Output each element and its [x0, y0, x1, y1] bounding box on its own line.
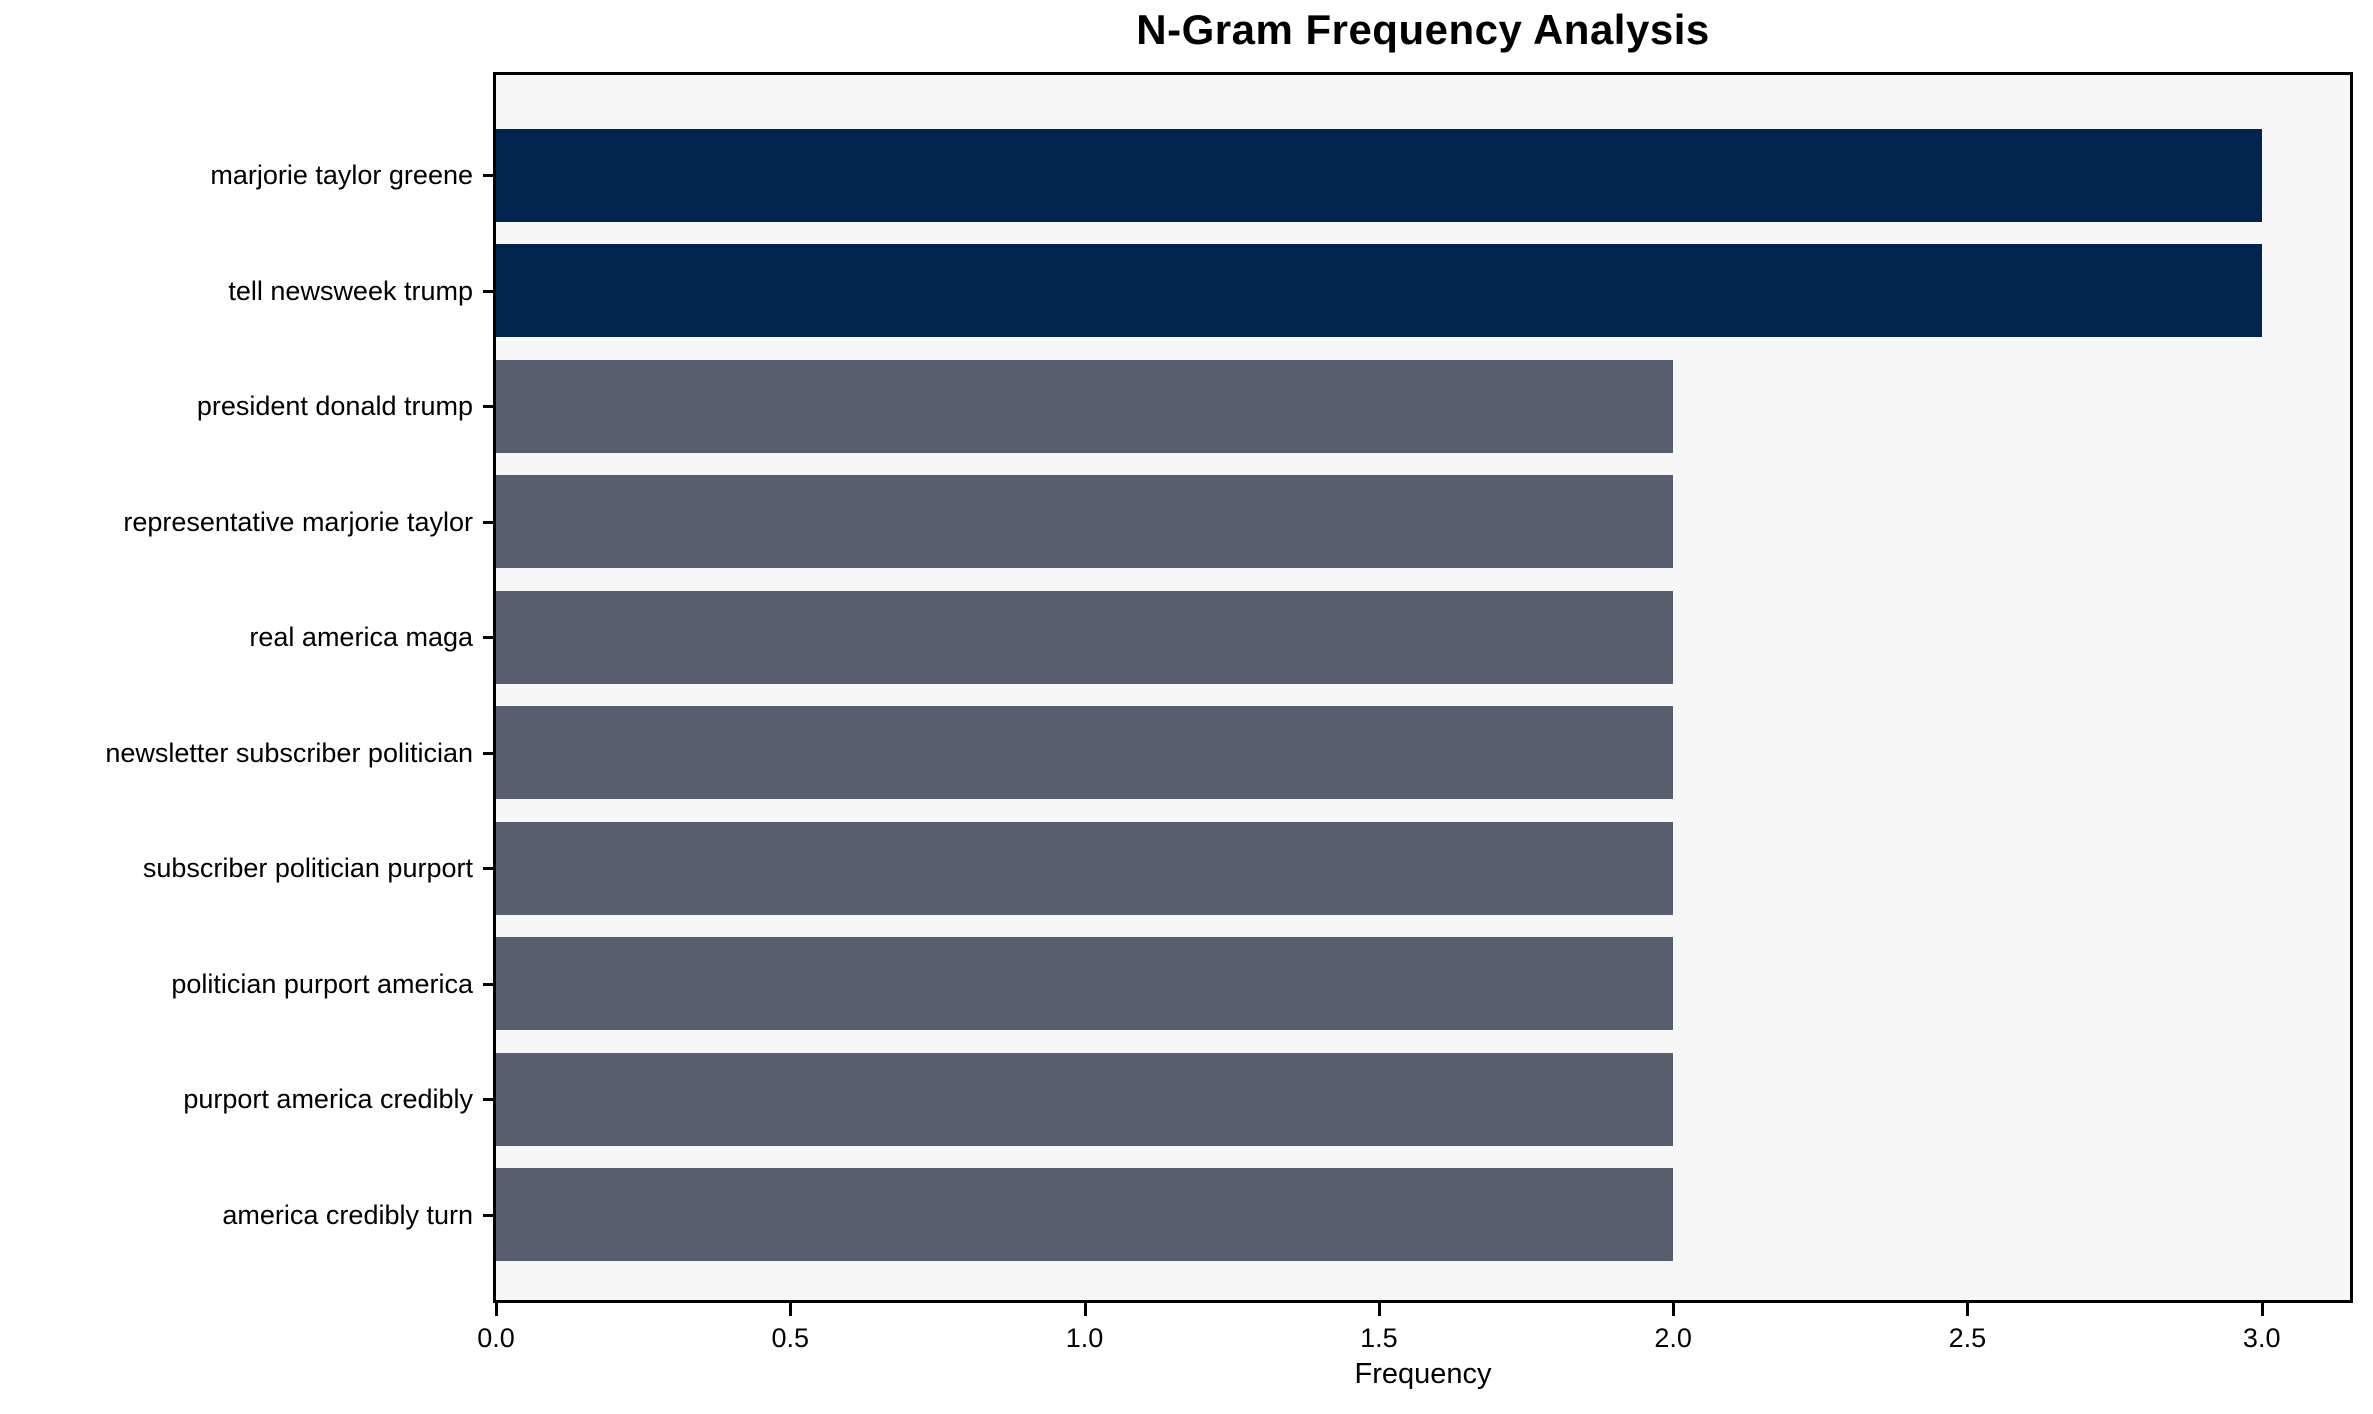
y-tick-mark [483, 1098, 493, 1101]
y-tick-label: subscriber politician purport [142, 853, 473, 883]
bar [496, 1168, 1673, 1261]
y-tick-label: purport america credibly [183, 1084, 473, 1114]
x-tick-mark [1377, 1303, 1381, 1316]
bar [496, 706, 1673, 799]
y-tick-mark [483, 1213, 493, 1217]
y-tick-label: representative marjorie taylor [123, 506, 473, 537]
y-tick-label: president donald trump [196, 391, 473, 421]
y-tick-label: real america maga [249, 622, 473, 652]
x-tick-label: 3.0 [2242, 1323, 2281, 1353]
x-tick-label: 0.5 [771, 1323, 810, 1353]
y-tick-mark [483, 867, 493, 870]
x-tick-label: 0.0 [477, 1323, 515, 1353]
bar [496, 821, 1673, 915]
x-tick-label: 2.0 [1654, 1323, 1692, 1353]
x-tick-mark [789, 1303, 793, 1316]
y-tick-mark [483, 174, 493, 177]
bar [496, 1052, 1673, 1146]
chart-title: N-Gram Frequency Analysis [1136, 6, 1710, 53]
y-tick-mark [483, 751, 493, 755]
x-tick-mark [1083, 1303, 1087, 1316]
x-tick-mark [1966, 1303, 1970, 1316]
plot-area [493, 72, 2353, 1303]
y-tick-mark [483, 636, 493, 639]
y-tick-mark [483, 289, 493, 293]
bar [496, 128, 2262, 222]
x-tick-mark [2260, 1303, 2264, 1316]
y-tick-mark [483, 982, 493, 986]
bar [496, 475, 1673, 568]
y-tick-label: tell newsweek trump [228, 275, 473, 306]
bar [496, 359, 1673, 453]
bar [496, 244, 2262, 337]
y-tick-mark [483, 520, 493, 524]
x-tick-mark [1672, 1303, 1676, 1316]
y-tick-label: marjorie taylor greene [210, 160, 473, 190]
y-tick-label: america credibly turn [222, 1199, 473, 1230]
y-tick-label: newsletter subscriber politician [105, 737, 473, 768]
x-tick-label: 1.5 [1360, 1323, 1398, 1353]
bar [496, 590, 1673, 684]
x-tick-label: 2.5 [1948, 1323, 1987, 1353]
y-tick-mark [483, 405, 493, 408]
x-axis-label: Frequency [1354, 1358, 1492, 1390]
x-tick-label: 1.0 [1065, 1323, 1104, 1353]
bar [496, 937, 1673, 1030]
x-tick-mark [495, 1303, 498, 1316]
y-tick-label: politician purport america [171, 968, 473, 999]
